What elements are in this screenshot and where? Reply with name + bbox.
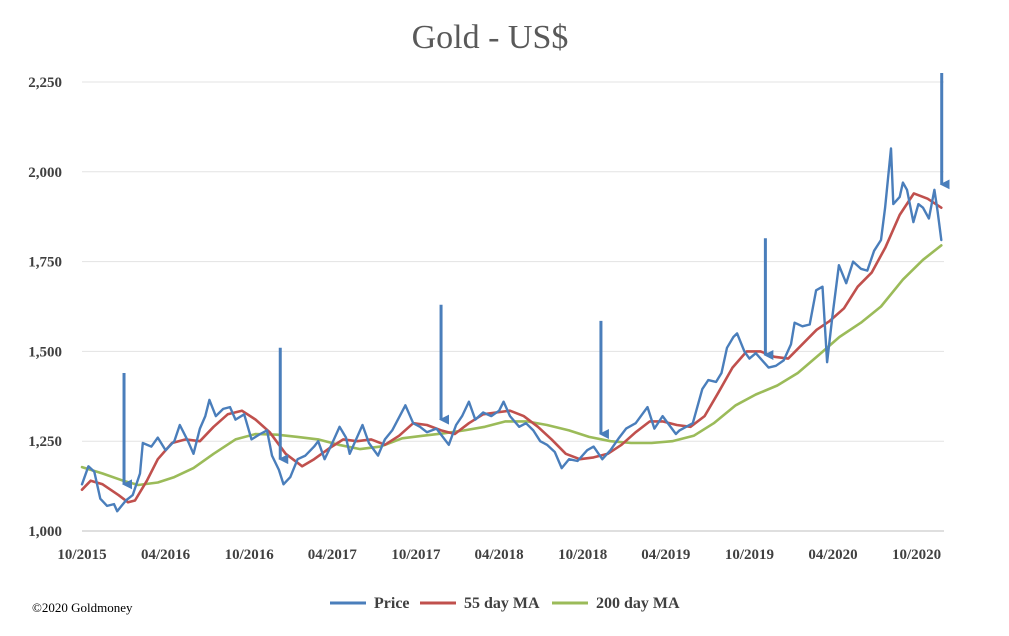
series-line-price: [80, 147, 943, 513]
x-tick-label: 04/2017: [308, 547, 358, 563]
legend: Price 55 day MA 200 day MA: [330, 595, 680, 612]
gridlines: [82, 81, 944, 532]
y-tick-label: 2,250: [28, 75, 62, 91]
y-tick-label: 1,250: [28, 434, 62, 450]
legend-label: 55 day MA: [464, 595, 540, 612]
series-lines: [80, 147, 943, 513]
series-line-200-day-ma: [80, 244, 943, 487]
copyright-text: ©2020 Goldmoney: [32, 600, 133, 615]
annotation-arrows: [122, 73, 950, 490]
y-tick-label: 1,500: [28, 344, 62, 360]
y-axis-ticks: 1,000 1,250 1,500 1,750 2,000 2,250: [28, 75, 62, 540]
x-tick-label: 10/2020: [892, 547, 941, 563]
x-tick-label: 04/2019: [641, 547, 690, 563]
x-tick-label: 10/2018: [558, 547, 607, 563]
x-tick-label: 04/2016: [141, 547, 191, 563]
x-axis-ticks: 10/2015 04/2016 10/2016 04/2017 10/2017 04/20…: [57, 547, 941, 563]
x-tick-label: 10/2015: [57, 547, 106, 563]
x-tick-label: 10/2017: [391, 547, 441, 563]
y-tick-label: 2,000: [28, 165, 62, 181]
x-tick-label: 04/2018: [474, 547, 523, 563]
y-tick-label: 1,750: [28, 255, 62, 271]
chart-title: Gold - US$: [412, 19, 569, 56]
legend-label: 200 day MA: [596, 595, 680, 612]
x-tick-label: 10/2019: [725, 547, 774, 563]
y-tick-label: 1,000: [28, 524, 62, 540]
legend-label: Price: [374, 595, 410, 612]
x-tick-label: 04/2020: [808, 547, 857, 563]
series-line-55-day-ma: [80, 192, 943, 504]
x-tick-label: 10/2016: [225, 547, 275, 563]
